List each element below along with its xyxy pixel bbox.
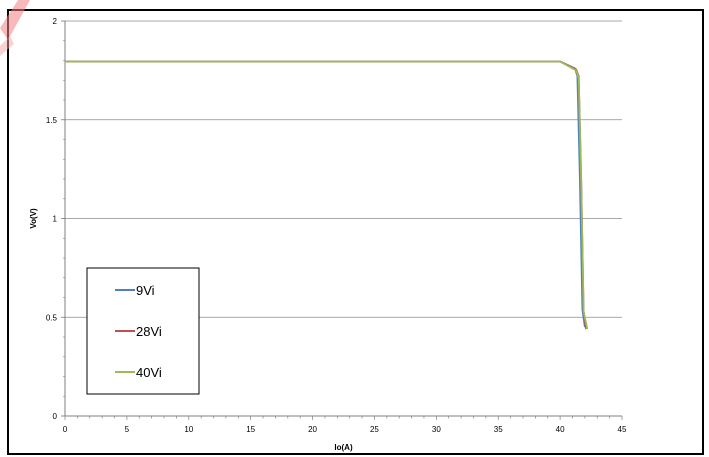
legend-box <box>86 267 200 395</box>
x-tick-label: 35 <box>494 425 503 434</box>
series-line-40Vi <box>65 60 589 330</box>
legend-label-28Vi: 28Vi <box>136 324 162 339</box>
x-tick-label: 25 <box>370 425 379 434</box>
x-tick-label: 20 <box>308 425 317 434</box>
legend-label-40Vi: 40Vi <box>136 365 162 380</box>
x-tick-label: 5 <box>125 425 130 434</box>
y-tick-label: 0.5 <box>46 313 58 322</box>
y-axis-title: Vo(V) <box>29 208 38 229</box>
x-tick-label: 15 <box>246 425 255 434</box>
x-tick-label: 10 <box>184 425 193 434</box>
legend-label-9Vi: 9Vi <box>136 283 155 298</box>
x-tick-label: 30 <box>432 425 441 434</box>
y-tick-label: 1 <box>53 215 58 224</box>
red-corner-logo <box>0 0 30 56</box>
x-tick-label: 40 <box>556 425 565 434</box>
y-tick-label: 0 <box>53 412 58 421</box>
series-lines <box>65 60 589 330</box>
ticks: 00.511.520 5 10 15 20 25 30 35 40 45 <box>46 17 627 434</box>
x-axis-title: Io(A) <box>334 443 353 452</box>
legend: 9Vi 28Vi 40Vi <box>86 267 200 395</box>
y-tick-label: 2 <box>53 17 58 26</box>
x-tick-label: 0 <box>63 425 68 434</box>
y-tick-label: 1.5 <box>46 116 58 125</box>
x-tick-label: 45 <box>618 425 627 434</box>
